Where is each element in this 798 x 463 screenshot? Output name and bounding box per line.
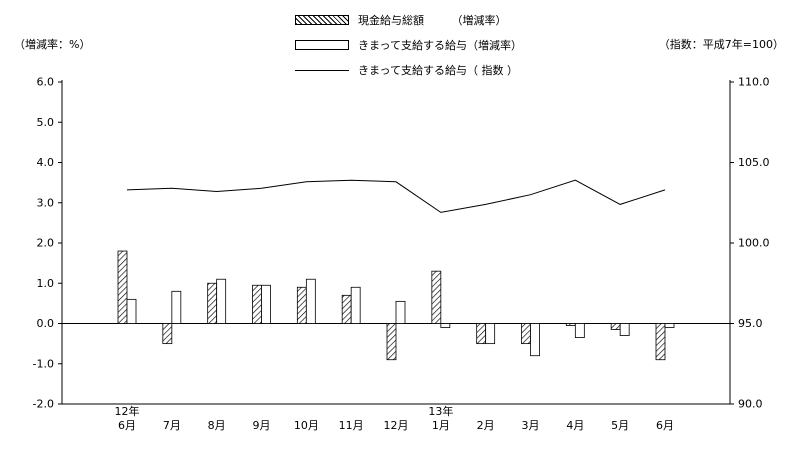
line-legend-icon bbox=[295, 69, 349, 71]
legend-label: きまって支給する給与（増減率） bbox=[358, 39, 523, 52]
bar bbox=[610, 323, 621, 330]
bar bbox=[485, 323, 496, 345]
month-label: 6月 bbox=[656, 419, 674, 432]
left-tick-label: 6.0 bbox=[37, 76, 55, 89]
bar bbox=[261, 284, 271, 324]
bar bbox=[216, 278, 227, 324]
legend-item-cash-total: 現金給与総額 （増減率） bbox=[295, 12, 522, 28]
left-tick-label: 0.0 bbox=[37, 317, 55, 330]
month-label: 10月 bbox=[294, 419, 319, 432]
left-axis-ticks: -2.0 -1.0 0.0 1.0 2.0 3.0 4.0 5.0 6.0 bbox=[33, 76, 62, 411]
right-tick-label: 90.0 bbox=[738, 398, 763, 411]
bar bbox=[565, 323, 576, 326]
left-tick-label: 5.0 bbox=[37, 116, 55, 129]
right-tick-label: 100.0 bbox=[738, 237, 770, 250]
legend-item-scheduled-index: きまって支給する給与（ 指数 ） bbox=[295, 62, 522, 78]
month-label: 8月 bbox=[208, 419, 226, 432]
bar bbox=[252, 284, 262, 324]
bar bbox=[395, 300, 406, 324]
left-tick-label: 3.0 bbox=[37, 196, 55, 209]
legend: 現金給与総額 （増減率） きまって支給する給与（増減率） きまって支給する給与（… bbox=[295, 12, 522, 78]
bar bbox=[431, 270, 442, 324]
bar bbox=[530, 323, 540, 357]
month-label: 11月 bbox=[339, 419, 364, 432]
right-tick-label: 105.0 bbox=[738, 156, 770, 169]
index-line bbox=[126, 179, 666, 213]
legend-item-scheduled-rate: きまって支給する給与（増減率） bbox=[295, 37, 522, 53]
bar bbox=[619, 323, 630, 336]
legend-label: きまって支給する給与（ 指数 ） bbox=[358, 64, 519, 77]
hatched-bar-legend-icon bbox=[295, 15, 349, 25]
month-label: 3月 bbox=[522, 419, 540, 432]
bar bbox=[296, 286, 307, 324]
bar bbox=[171, 290, 182, 324]
bar bbox=[207, 282, 218, 324]
left-tick-label: -1.0 bbox=[33, 357, 54, 370]
right-tick-label: 110.0 bbox=[738, 76, 770, 89]
month-label: 4月 bbox=[566, 419, 584, 432]
right-tick-label: 95.0 bbox=[738, 317, 763, 330]
right-axis-ticks: 90.0 95.0 100.0 105.0 110.0 bbox=[730, 76, 770, 411]
right-axis-title: （指数：平成7年=100） bbox=[658, 38, 784, 51]
month-label: 9月 bbox=[253, 419, 271, 432]
bar bbox=[117, 250, 128, 324]
left-tick-label: -2.0 bbox=[33, 398, 54, 411]
bar bbox=[126, 298, 137, 324]
month-label: 5月 bbox=[611, 419, 629, 432]
bar bbox=[350, 286, 361, 324]
month-label: 6月 bbox=[118, 419, 136, 432]
bar bbox=[162, 323, 173, 345]
open-bar-legend-icon bbox=[295, 40, 349, 50]
left-axis-title: （増減率：%） bbox=[14, 38, 91, 51]
bar bbox=[305, 278, 316, 324]
bar bbox=[476, 323, 487, 345]
year-label: 13年 bbox=[428, 404, 453, 418]
left-tick-label: 2.0 bbox=[37, 237, 55, 250]
bar-series-1 bbox=[126, 278, 675, 357]
month-label: 7月 bbox=[163, 419, 181, 432]
bar bbox=[386, 323, 397, 361]
left-tick-label: 1.0 bbox=[37, 277, 55, 290]
bar bbox=[440, 323, 451, 328]
legend-label: 現金給与総額 （増減率） bbox=[358, 14, 507, 27]
bar bbox=[341, 294, 352, 324]
month-label: 2月 bbox=[477, 419, 495, 432]
bar-series-0 bbox=[117, 250, 666, 361]
bar bbox=[574, 323, 585, 338]
bar bbox=[655, 323, 666, 361]
left-tick-label: 4.0 bbox=[37, 156, 55, 169]
bar bbox=[664, 323, 675, 328]
bar bbox=[521, 323, 531, 345]
month-label: 12月 bbox=[384, 419, 409, 432]
month-label: 1月 bbox=[432, 419, 450, 432]
year-label: 12年 bbox=[115, 404, 140, 418]
